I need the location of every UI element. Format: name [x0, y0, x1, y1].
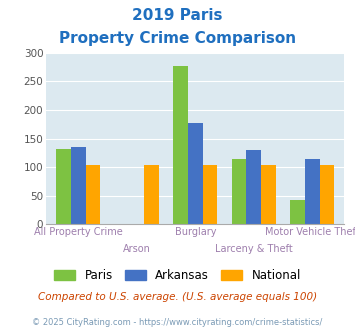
- Text: Property Crime Comparison: Property Crime Comparison: [59, 31, 296, 46]
- Text: 2019 Paris: 2019 Paris: [132, 8, 223, 23]
- Bar: [232, 159, 246, 224]
- Text: Arson: Arson: [123, 244, 151, 254]
- Bar: [290, 200, 305, 224]
- Bar: [86, 165, 100, 224]
- Text: © 2025 CityRating.com - https://www.cityrating.com/crime-statistics/: © 2025 CityRating.com - https://www.city…: [32, 318, 323, 327]
- Bar: [320, 165, 334, 224]
- Legend: Paris, Arkansas, National: Paris, Arkansas, National: [48, 263, 307, 288]
- Bar: [71, 147, 86, 224]
- Bar: [246, 150, 261, 224]
- Bar: [144, 165, 159, 224]
- Bar: [173, 66, 188, 224]
- Bar: [261, 165, 275, 224]
- Text: Larceny & Theft: Larceny & Theft: [215, 244, 293, 254]
- Bar: [203, 165, 217, 224]
- Text: Compared to U.S. average. (U.S. average equals 100): Compared to U.S. average. (U.S. average …: [38, 292, 317, 302]
- Bar: [305, 159, 320, 224]
- Bar: [56, 149, 71, 224]
- Bar: [188, 123, 203, 224]
